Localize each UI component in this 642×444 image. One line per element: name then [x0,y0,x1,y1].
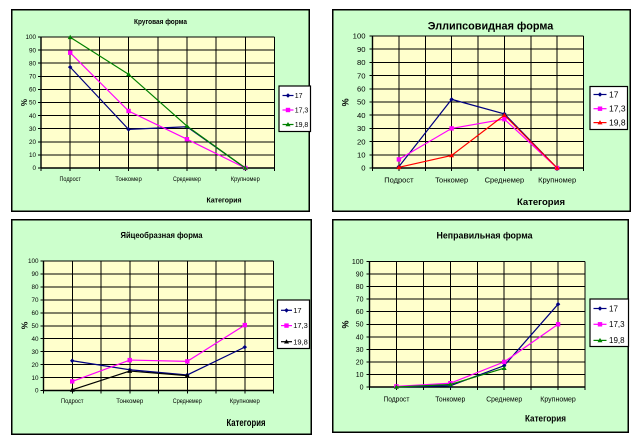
svg-text:90: 90 [29,47,37,54]
svg-text:17,3: 17,3 [295,107,309,114]
svg-text:Неправильная форма: Неправильная форма [437,231,534,242]
svg-text:70: 70 [31,297,39,304]
svg-text:70: 70 [357,71,366,80]
svg-text:50: 50 [357,98,366,107]
svg-text:Крупномер: Крупномер [538,176,576,185]
svg-text:100: 100 [352,259,364,266]
svg-text:90: 90 [31,271,39,278]
svg-text:100: 100 [353,32,366,41]
svg-text:Категория: Категория [207,196,242,205]
svg-text:Круговая форма: Круговая форма [134,19,187,26]
svg-text:10: 10 [29,152,37,159]
svg-text:Крупномер: Крупномер [540,396,576,403]
svg-text:Подрост: Подрост [383,396,410,403]
svg-text:Подрост: Подрост [59,176,81,183]
svg-text:60: 60 [357,84,366,93]
svg-text:Среднемер: Среднемер [486,396,522,403]
svg-text:%: % [19,321,29,329]
svg-text:10: 10 [356,372,364,379]
svg-text:19,8: 19,8 [609,336,625,345]
svg-text:50: 50 [29,100,37,107]
svg-text:Тонкомер: Тонкомер [116,398,143,405]
svg-text:17: 17 [609,304,618,313]
svg-text:30: 30 [356,347,364,354]
svg-text:Категория: Категория [525,413,566,424]
svg-text:Среднемер: Среднемер [173,176,201,183]
svg-text:17,3: 17,3 [293,321,308,330]
svg-text:20: 20 [29,139,37,146]
svg-text:Крупномер: Крупномер [230,398,260,405]
svg-text:30: 30 [29,126,37,133]
svg-text:40: 40 [29,113,37,120]
svg-text:80: 80 [357,58,366,67]
svg-text:%: % [341,320,351,328]
svg-text:17: 17 [293,306,301,315]
svg-text:Эллипсовидная форма: Эллипсовидная форма [428,21,554,33]
svg-text:20: 20 [357,137,366,146]
svg-text:19,8: 19,8 [295,122,309,129]
svg-text:40: 40 [356,334,364,341]
svg-text:Тонкомер: Тонкомер [435,396,465,403]
svg-text:0: 0 [35,388,39,395]
svg-text:60: 60 [31,310,39,317]
svg-text:Подрост: Подрост [384,176,414,185]
svg-text:Категория: Категория [517,197,565,207]
svg-text:Категория: Категория [227,418,266,429]
svg-text:100: 100 [25,34,36,41]
svg-text:10: 10 [357,151,366,160]
svg-text:Крупномер: Крупномер [231,176,260,183]
svg-text:80: 80 [29,60,37,67]
svg-text:Яйцеобразная форма: Яйцеобразная форма [121,230,203,240]
svg-text:80: 80 [356,284,364,291]
svg-text:17: 17 [609,89,619,99]
svg-text:19,8: 19,8 [609,118,626,128]
svg-text:90: 90 [356,272,364,279]
svg-text:40: 40 [31,336,39,343]
svg-text:60: 60 [356,309,364,316]
svg-text:10: 10 [31,375,39,382]
svg-text:Подрост: Подрост [61,398,83,405]
svg-text:Тонкомер: Тонкомер [115,176,142,183]
svg-text:100: 100 [28,258,39,265]
svg-text:50: 50 [356,322,364,329]
svg-text:90: 90 [357,45,366,54]
svg-text:40: 40 [357,111,366,120]
svg-text:20: 20 [356,359,364,366]
svg-text:Тонкомер: Тонкомер [435,176,468,185]
svg-text:0: 0 [360,384,364,391]
svg-text:30: 30 [31,349,39,356]
svg-text:80: 80 [31,284,39,291]
svg-text:17,3: 17,3 [609,104,626,114]
svg-text:19,8: 19,8 [293,337,308,346]
svg-text:%: % [341,98,351,106]
svg-text:50: 50 [31,323,39,330]
svg-text:Среднемер: Среднемер [485,176,525,185]
svg-text:%: % [20,99,29,106]
svg-text:60: 60 [29,87,37,94]
svg-text:Среднемер: Среднемер [173,398,202,405]
svg-text:0: 0 [361,164,365,173]
svg-text:0: 0 [32,165,36,172]
svg-text:70: 70 [29,74,37,81]
svg-text:17,3: 17,3 [609,320,625,329]
svg-text:20: 20 [31,362,39,369]
svg-text:17: 17 [295,93,303,100]
svg-text:70: 70 [356,297,364,304]
svg-text:30: 30 [357,124,366,133]
